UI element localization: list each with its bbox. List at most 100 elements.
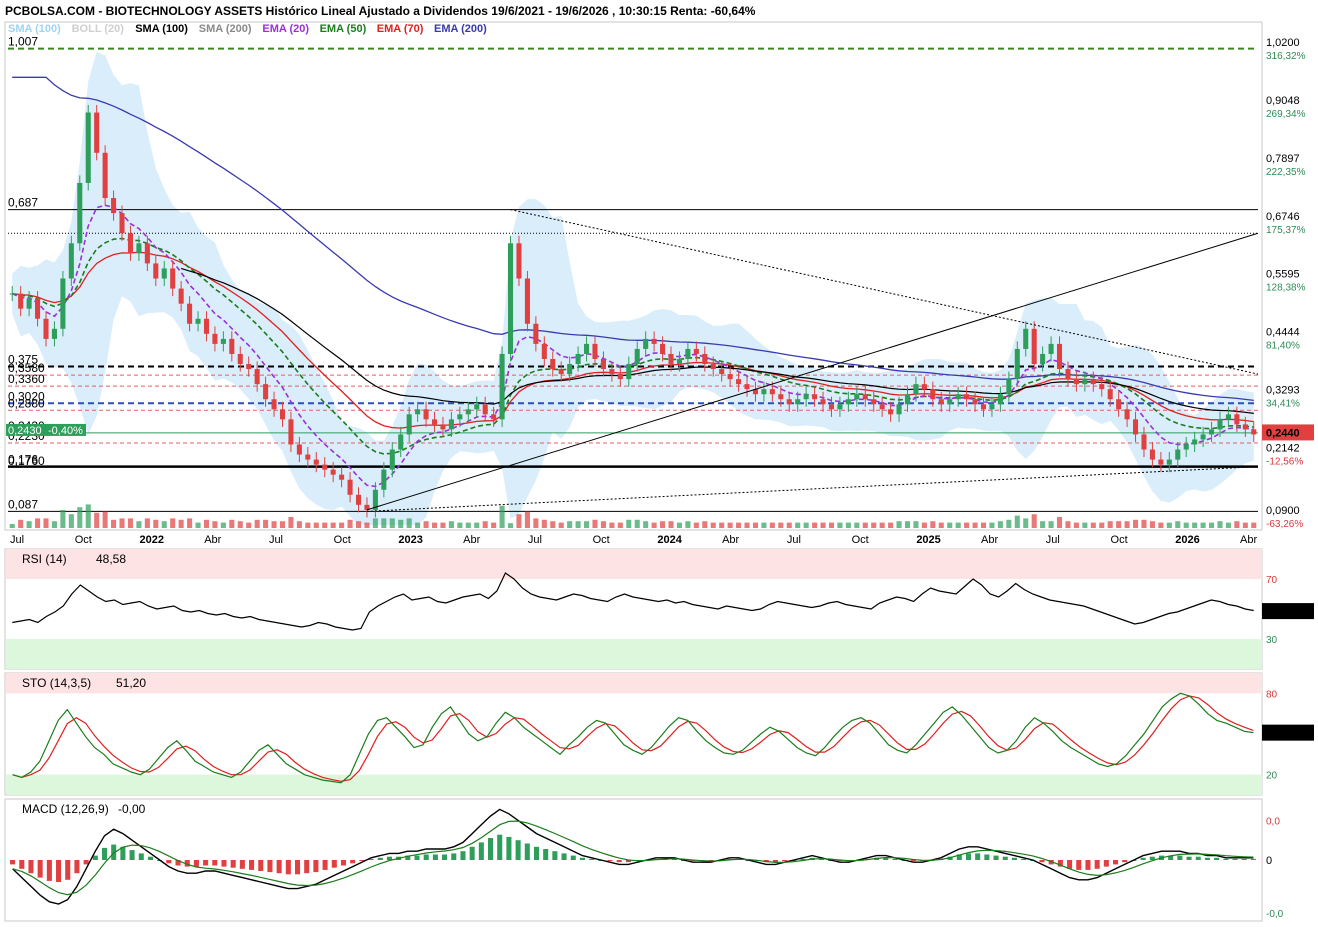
candle	[651, 338, 657, 344]
candle	[719, 369, 725, 375]
candle	[254, 369, 260, 385]
sto-value: 51,20	[116, 676, 146, 690]
price-level-label: 0,3020	[8, 389, 45, 403]
macd-value: -0,00	[118, 802, 146, 816]
volume-bar	[1090, 522, 1096, 528]
x-tick-label: Oct	[593, 534, 610, 546]
chart-title: PCBOLSA.COM - BIOTECHNOLOGY ASSETS Histó…	[5, 4, 756, 18]
volume-bar	[1124, 521, 1130, 528]
candle	[77, 182, 83, 244]
macd-histogram-bar	[359, 860, 365, 862]
macd-histogram-bar	[1168, 855, 1174, 860]
candle	[313, 459, 319, 465]
volume-bar	[997, 521, 1003, 528]
rsi-badge	[1262, 603, 1314, 620]
volume-bar	[676, 522, 682, 528]
volume-bar	[43, 518, 49, 528]
candle	[989, 404, 995, 410]
volume-bar	[778, 522, 784, 528]
volume-bar	[643, 521, 649, 528]
macd-histogram-bar	[993, 855, 999, 860]
volume-bar	[26, 521, 32, 528]
candle	[1124, 409, 1130, 420]
macd-histogram-bar	[19, 860, 25, 869]
candle	[626, 364, 632, 380]
volume-bar	[888, 522, 894, 528]
macd-histogram-bar	[304, 860, 310, 874]
macd-histogram-bar	[166, 860, 172, 864]
rsi-overbought-zone	[6, 549, 1262, 579]
macd-histogram-bar	[800, 858, 806, 860]
candle	[68, 243, 74, 279]
rsi-badge-label: 48,587	[1266, 606, 1300, 618]
x-tick-label: Oct	[1111, 534, 1128, 546]
legend-item: EMA (70)	[377, 23, 424, 35]
candle	[913, 384, 919, 395]
candle	[592, 343, 598, 359]
macd-histogram-bar	[965, 853, 972, 860]
candle	[516, 243, 522, 279]
y-tick-label: 0,7897	[1266, 153, 1300, 165]
volume-bar	[271, 521, 277, 528]
volume-bar	[1023, 518, 1029, 528]
candle	[482, 404, 488, 415]
macd-histogram-bar	[267, 860, 273, 873]
candle	[127, 233, 133, 254]
candle	[246, 364, 252, 370]
volume-bar	[1133, 519, 1139, 528]
legend-item: SMA (100)	[8, 23, 61, 35]
rsi-oversold-zone	[6, 639, 1262, 669]
candle	[119, 213, 125, 234]
x-tick-label: 2023	[398, 534, 422, 546]
macd-histogram-bar	[184, 860, 190, 867]
candle	[18, 293, 24, 309]
macd-histogram-bar	[10, 860, 16, 865]
x-tick-label: Oct	[75, 534, 92, 546]
volume-bar	[921, 522, 927, 528]
x-tick-label: 2025	[916, 534, 940, 546]
macd-histogram-bar	[92, 855, 98, 860]
candle	[558, 369, 564, 375]
level-badge-pct: -0,40%	[48, 425, 83, 437]
volume-bar	[305, 522, 311, 528]
macd-histogram-bar	[28, 860, 34, 874]
volume-bar	[254, 519, 260, 528]
volume-bar	[955, 522, 961, 528]
candle	[803, 394, 809, 400]
candle	[1090, 379, 1096, 385]
candle	[398, 434, 404, 450]
candle	[296, 444, 302, 455]
candle	[51, 328, 57, 339]
macd-histogram-bar	[414, 855, 420, 860]
legend-item: EMA (50)	[320, 23, 367, 35]
volume-bar	[119, 518, 125, 528]
volume-bar	[913, 521, 919, 528]
candle	[1014, 348, 1020, 380]
volume-bar	[474, 522, 480, 528]
candle	[1149, 449, 1155, 460]
y-tick-label: 0,3293	[1266, 385, 1300, 397]
price-level-label: 0,2880	[8, 396, 45, 410]
macd-histogram-bar	[386, 856, 392, 860]
price-level-label: 1,007	[8, 35, 38, 49]
y-tick-pct: -12,56%	[1266, 456, 1303, 467]
volume-bar	[845, 522, 851, 528]
macd-histogram-bar	[1195, 856, 1201, 860]
macd-histogram-bar	[1094, 860, 1100, 869]
volume-bar	[322, 522, 328, 528]
macd-histogram-bar	[377, 857, 383, 860]
candle	[997, 394, 1003, 405]
volume-bar	[533, 518, 539, 528]
sto-label: STO (14,3,5)	[22, 676, 91, 690]
x-tick-label: Abr	[204, 534, 221, 546]
candle	[220, 338, 226, 344]
candle	[170, 268, 176, 289]
candle	[1217, 419, 1223, 430]
volume-bar	[229, 519, 235, 528]
volume-bar	[508, 523, 514, 528]
macd-histogram-bar	[533, 846, 540, 860]
candle	[600, 358, 606, 370]
volume-bar	[1242, 522, 1248, 528]
volume-bar	[203, 519, 210, 528]
